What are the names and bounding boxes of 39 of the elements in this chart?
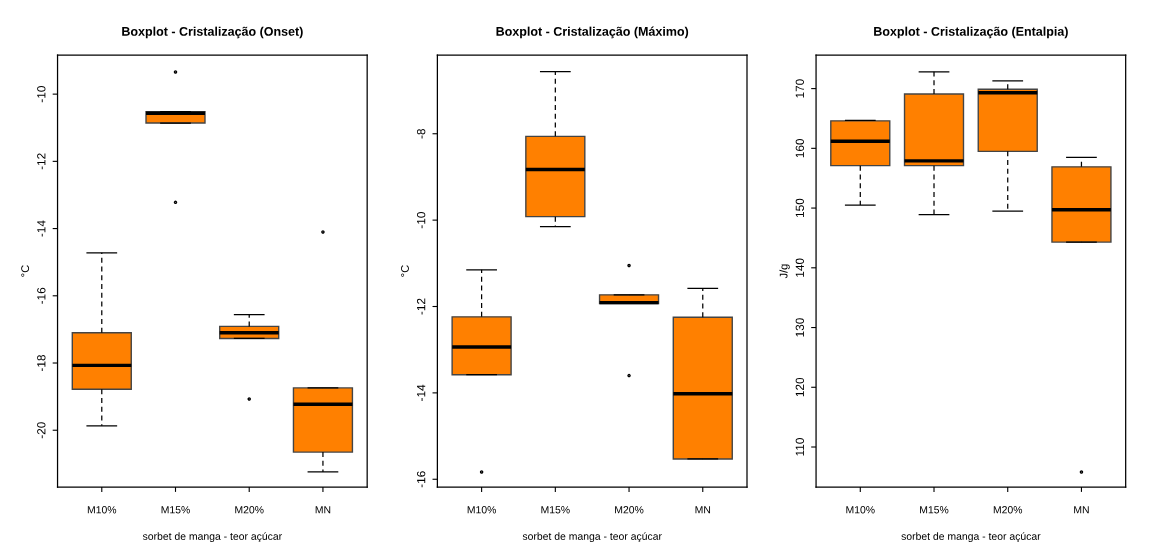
y-tick-label: -16	[37, 287, 46, 304]
chart-title: Boxplot - Cristalização (Entalpia)	[874, 26, 1068, 39]
x-tick-label: M10%	[87, 506, 117, 514]
y-tick-label: 120	[795, 377, 804, 397]
y-tick-label: -18	[37, 354, 46, 372]
y-tick-label: -8	[416, 129, 426, 139]
y-tick-label: 130	[795, 318, 804, 337]
y-tick-label: -10	[37, 86, 46, 103]
chart-title: Boxplot - Cristalização (Máximo)	[496, 26, 689, 39]
x-tick-label: M20%	[235, 506, 264, 514]
x-axis-title: sorbet de manga - teor açúcar	[901, 532, 1041, 543]
y-tick-label: -16	[416, 471, 426, 488]
x-tick-label: M15%	[920, 506, 949, 514]
x-tick-label: MN	[695, 506, 711, 514]
y-tick-label: 140	[795, 258, 804, 277]
y-tick-label: 170	[795, 79, 804, 98]
y-axis-title: °C	[401, 265, 409, 277]
x-axis-title: sorbet de manga - teor açúcar	[522, 532, 662, 543]
y-tick-label: 150	[795, 198, 804, 218]
y-axis-title: J/g	[779, 264, 790, 279]
x-tick-label: M10%	[467, 506, 496, 514]
y-tick-label: -14	[417, 384, 426, 401]
x-tick-label: M10%	[846, 506, 875, 514]
x-tick-label: M15%	[161, 506, 190, 514]
x-axis-title: sorbet de manga - teor açúcar	[142, 532, 282, 543]
x-tick-label: M20%	[615, 506, 644, 514]
y-tick-label: 110	[795, 438, 804, 456]
y-tick-label: 160	[795, 138, 804, 158]
y-tick-label: -20	[37, 422, 46, 439]
x-tick-label: MN	[315, 506, 331, 514]
x-tick-label: M20%	[993, 506, 1023, 514]
y-tick-label: -12	[37, 153, 46, 170]
y-tick-label: -14	[37, 220, 46, 237]
x-tick-label: MN	[1074, 506, 1089, 514]
y-tick-label: -10	[416, 212, 426, 229]
x-tick-label: M15%	[541, 506, 570, 514]
chart-title: Boxplot - Cristalização (Onset)	[122, 26, 303, 39]
y-axis-title: °C	[21, 265, 30, 277]
y-tick-label: -12	[416, 298, 426, 315]
